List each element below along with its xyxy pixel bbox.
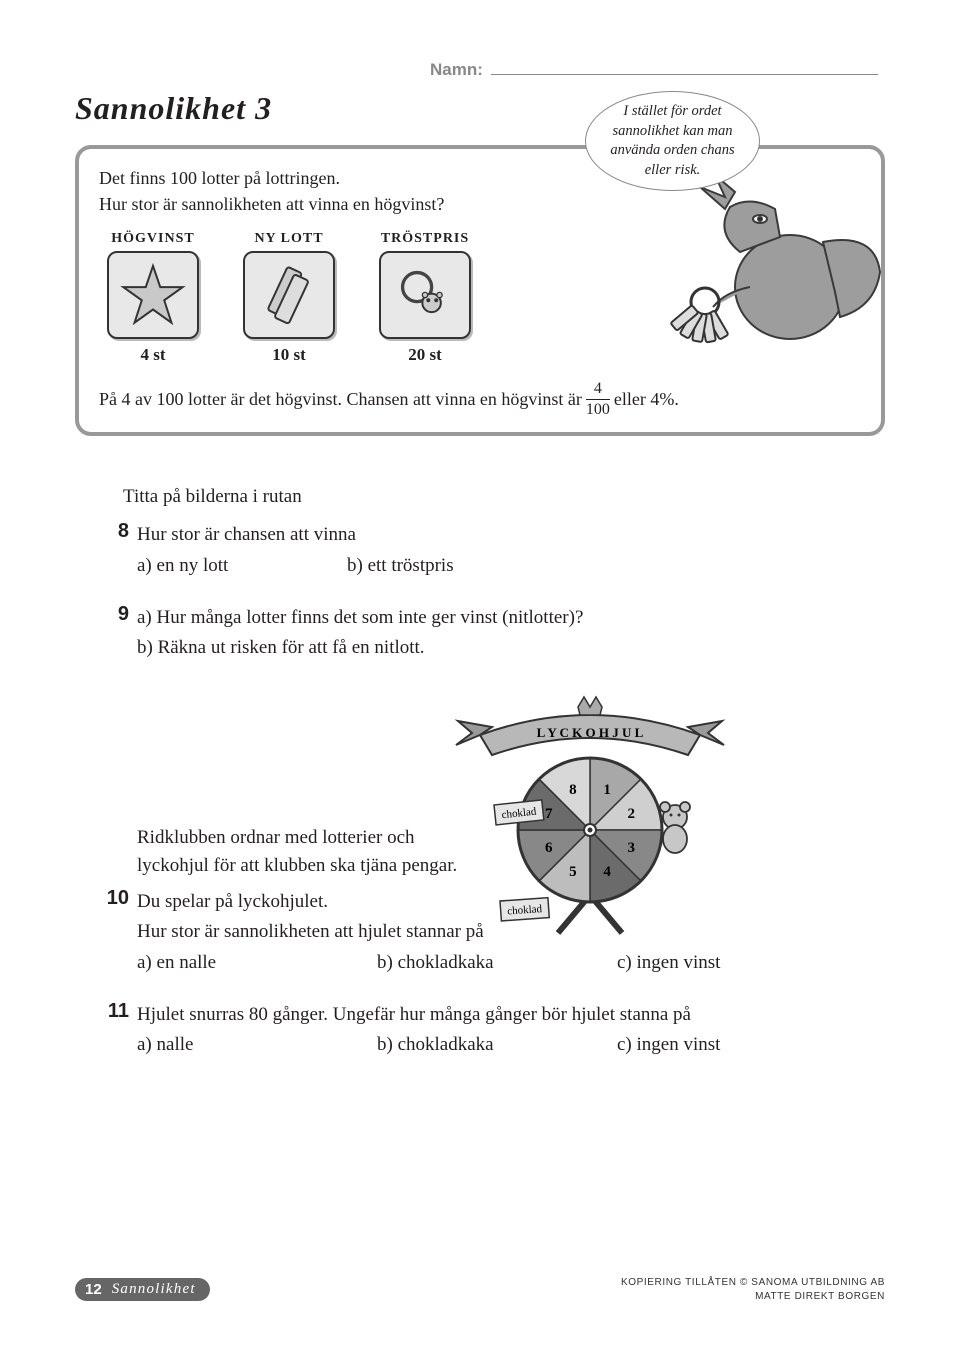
- questions-lead: Titta på bilderna i rutan: [123, 486, 855, 508]
- copyright: KOPIERING TILLÅTEN © SANOMA UTBILDNING A…: [621, 1276, 885, 1303]
- q10-c: c) ingen vinst: [617, 948, 857, 978]
- question-8: 8 Hur stor är chansen att vinna a) en ny…: [105, 520, 855, 581]
- q11-b: b) chokladkaka: [377, 1030, 617, 1060]
- q11-a: a) nalle: [137, 1030, 377, 1060]
- question-11: 11 Hjulet snurras 80 gånger. Ungefär hur…: [105, 1000, 855, 1061]
- wheel-illustration: L Y C K O H J U L 12 34 56 78: [450, 685, 730, 945]
- q9-b: b) Räkna ut risken för att få en nitlott…: [137, 633, 855, 663]
- copyright-line2: MATTE DIREKT BORGEN: [621, 1290, 885, 1304]
- explain-pre: På 4 av 100 lotter är det högvinst. Chan…: [99, 389, 582, 410]
- svg-text:1: 1: [603, 782, 611, 798]
- example-intro: Det finns 100 lotter på lottringen. Hur …: [99, 165, 861, 217]
- wheel-banner-text: L Y C K O H J U L: [537, 725, 644, 740]
- keyring-icon: [379, 251, 471, 339]
- page-number: 12: [85, 1281, 102, 1298]
- name-label: Namn:: [430, 60, 483, 80]
- prize-label: HÖGVINST: [111, 231, 194, 247]
- q11-c: c) ingen vinst: [617, 1030, 857, 1060]
- intro-line2: Hur stor är sannolikheten att vinna en h…: [99, 191, 861, 217]
- prize-count: 10 st: [272, 345, 306, 365]
- prize-trostpris: TRÖSTPRIS 20 st: [371, 231, 479, 365]
- q8-b: b) ett tröstpris: [347, 551, 557, 581]
- name-field[interactable]: Namn:: [430, 60, 878, 80]
- q10-b: b) chokladkaka: [377, 948, 617, 978]
- prize-row: HÖGVINST 4 st NY LOTT: [99, 231, 861, 365]
- explain-post: eller 4%.: [614, 389, 679, 410]
- question-number: 10: [105, 887, 137, 978]
- ticket-icon: [243, 251, 335, 339]
- star-icon: [107, 251, 199, 339]
- q8-stem: Hur stor är chansen att vinna: [137, 520, 855, 550]
- question-number: 8: [105, 520, 137, 581]
- prize-label: TRÖSTPRIS: [381, 231, 469, 247]
- prize-nylott: NY LOTT 10 st: [235, 231, 343, 365]
- page-title: Sannolikhet 3: [75, 90, 885, 127]
- prize-count: 4 st: [140, 345, 165, 365]
- svg-text:8: 8: [569, 782, 577, 798]
- svg-text:6: 6: [545, 840, 553, 856]
- q9-a: a) Hur många lotter finns det som inte g…: [137, 603, 855, 633]
- svg-text:2: 2: [627, 806, 635, 822]
- copyright-line1: KOPIERING TILLÅTEN © SANOMA UTBILDNING A…: [621, 1276, 885, 1290]
- q8-a: a) en ny lott: [137, 551, 347, 581]
- svg-text:5: 5: [569, 864, 577, 880]
- page-footer: 12 Sannolikhet KOPIERING TILLÅTEN © SANO…: [75, 1276, 885, 1303]
- example-box: I stället för ordet sannolikhet kan man …: [75, 145, 885, 436]
- page-tab: 12 Sannolikhet: [75, 1278, 210, 1301]
- svg-text:3: 3: [627, 840, 635, 856]
- prize-label: NY LOTT: [254, 231, 323, 247]
- fraction: 4 100: [586, 381, 610, 418]
- choklad-tag: choklad: [507, 903, 543, 917]
- prize-count: 20 st: [408, 345, 442, 365]
- page-section: Sannolikhet: [112, 1281, 196, 1298]
- q10-a: a) en nalle: [137, 948, 377, 978]
- prize-hogvinst: HÖGVINST 4 st: [99, 231, 207, 365]
- svg-text:7: 7: [545, 806, 553, 822]
- fraction-denominator: 100: [586, 402, 610, 418]
- question-number: 9: [105, 603, 137, 664]
- name-underline: [491, 61, 878, 75]
- question-number: 11: [105, 1000, 137, 1061]
- q11-stem: Hjulet snurras 80 gånger. Ungefär hur må…: [137, 1000, 857, 1030]
- example-explanation: På 4 av 100 lotter är det högvinst. Chan…: [99, 381, 861, 418]
- fraction-numerator: 4: [594, 381, 602, 397]
- question-9: 9 a) Hur många lotter finns det som inte…: [105, 603, 855, 664]
- intro-line1: Det finns 100 lotter på lottringen.: [99, 165, 861, 191]
- svg-text:4: 4: [603, 864, 611, 880]
